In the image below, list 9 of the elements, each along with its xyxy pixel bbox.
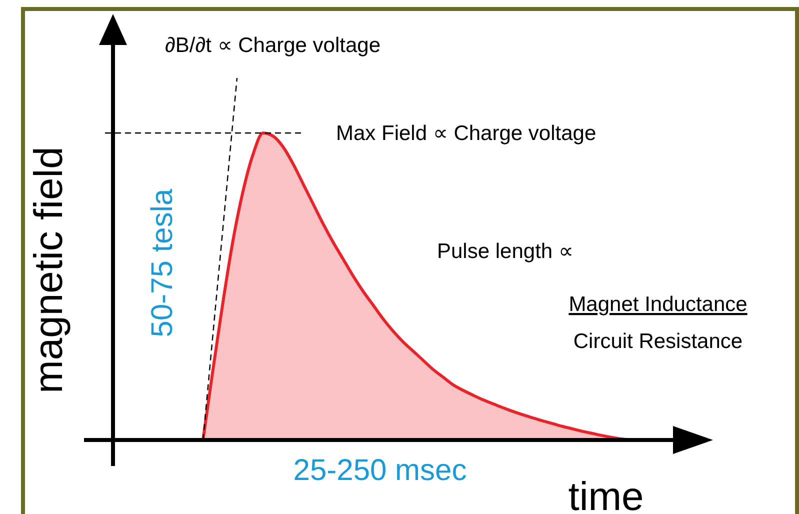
x-axis-title: time	[568, 475, 644, 514]
annotation: Pulse length ∝	[437, 240, 574, 263]
y-axis-title: magnetic field	[27, 146, 71, 394]
annotation: Magnet Inductance	[568, 293, 748, 316]
annotation: Max Field ∝ Charge voltage	[336, 122, 596, 145]
annotation: Circuit Resistance	[573, 330, 743, 353]
annotation: 50-75 tesla	[146, 188, 179, 338]
text: 25-250 msec	[293, 454, 467, 487]
text: ∂B/∂t ∝ Charge voltage	[165, 34, 381, 57]
